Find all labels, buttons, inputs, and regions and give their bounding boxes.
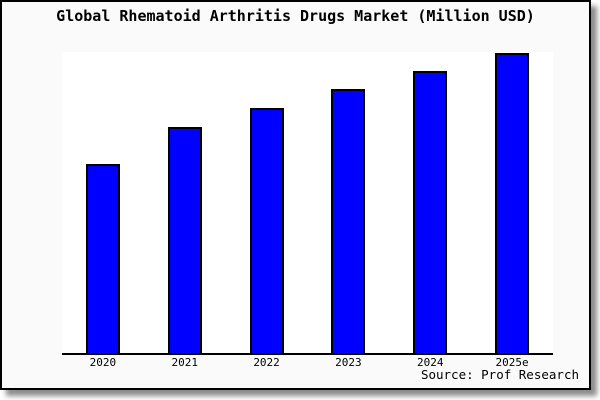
bar-2022 <box>249 108 284 353</box>
chart-frame: Global Rhematoid Arthritis Drugs Market … <box>0 0 591 390</box>
chart-title: Global Rhematoid Arthritis Drugs Market … <box>56 7 535 25</box>
x-axis-label-2024: 2024 <box>416 356 444 369</box>
bar-slot <box>144 52 226 353</box>
x-axis-label-2023: 2023 <box>335 356 362 369</box>
bar-2021 <box>167 126 202 353</box>
bar-slot <box>471 52 553 353</box>
bar-2023 <box>331 89 366 353</box>
x-axis-labels: 2020 2021 2022 2023 2024 2025e <box>62 357 553 369</box>
x-axis-label-2022: 2022 <box>253 356 280 369</box>
bar-slot <box>307 52 389 353</box>
bar-2020 <box>85 163 120 353</box>
x-axis-label-2025e: 2025e <box>495 356 529 369</box>
bar-2025e <box>495 52 530 353</box>
plot-area <box>62 52 553 355</box>
x-axis-label-2021: 2021 <box>171 356 198 369</box>
bar-slot <box>62 52 144 353</box>
bars-container <box>62 52 553 353</box>
bar-slot <box>226 52 308 353</box>
x-axis-label-2020: 2020 <box>89 356 117 369</box>
bar-2024 <box>413 70 448 353</box>
source-credit: Source: Prof Research <box>420 367 579 382</box>
bar-slot <box>389 52 471 353</box>
